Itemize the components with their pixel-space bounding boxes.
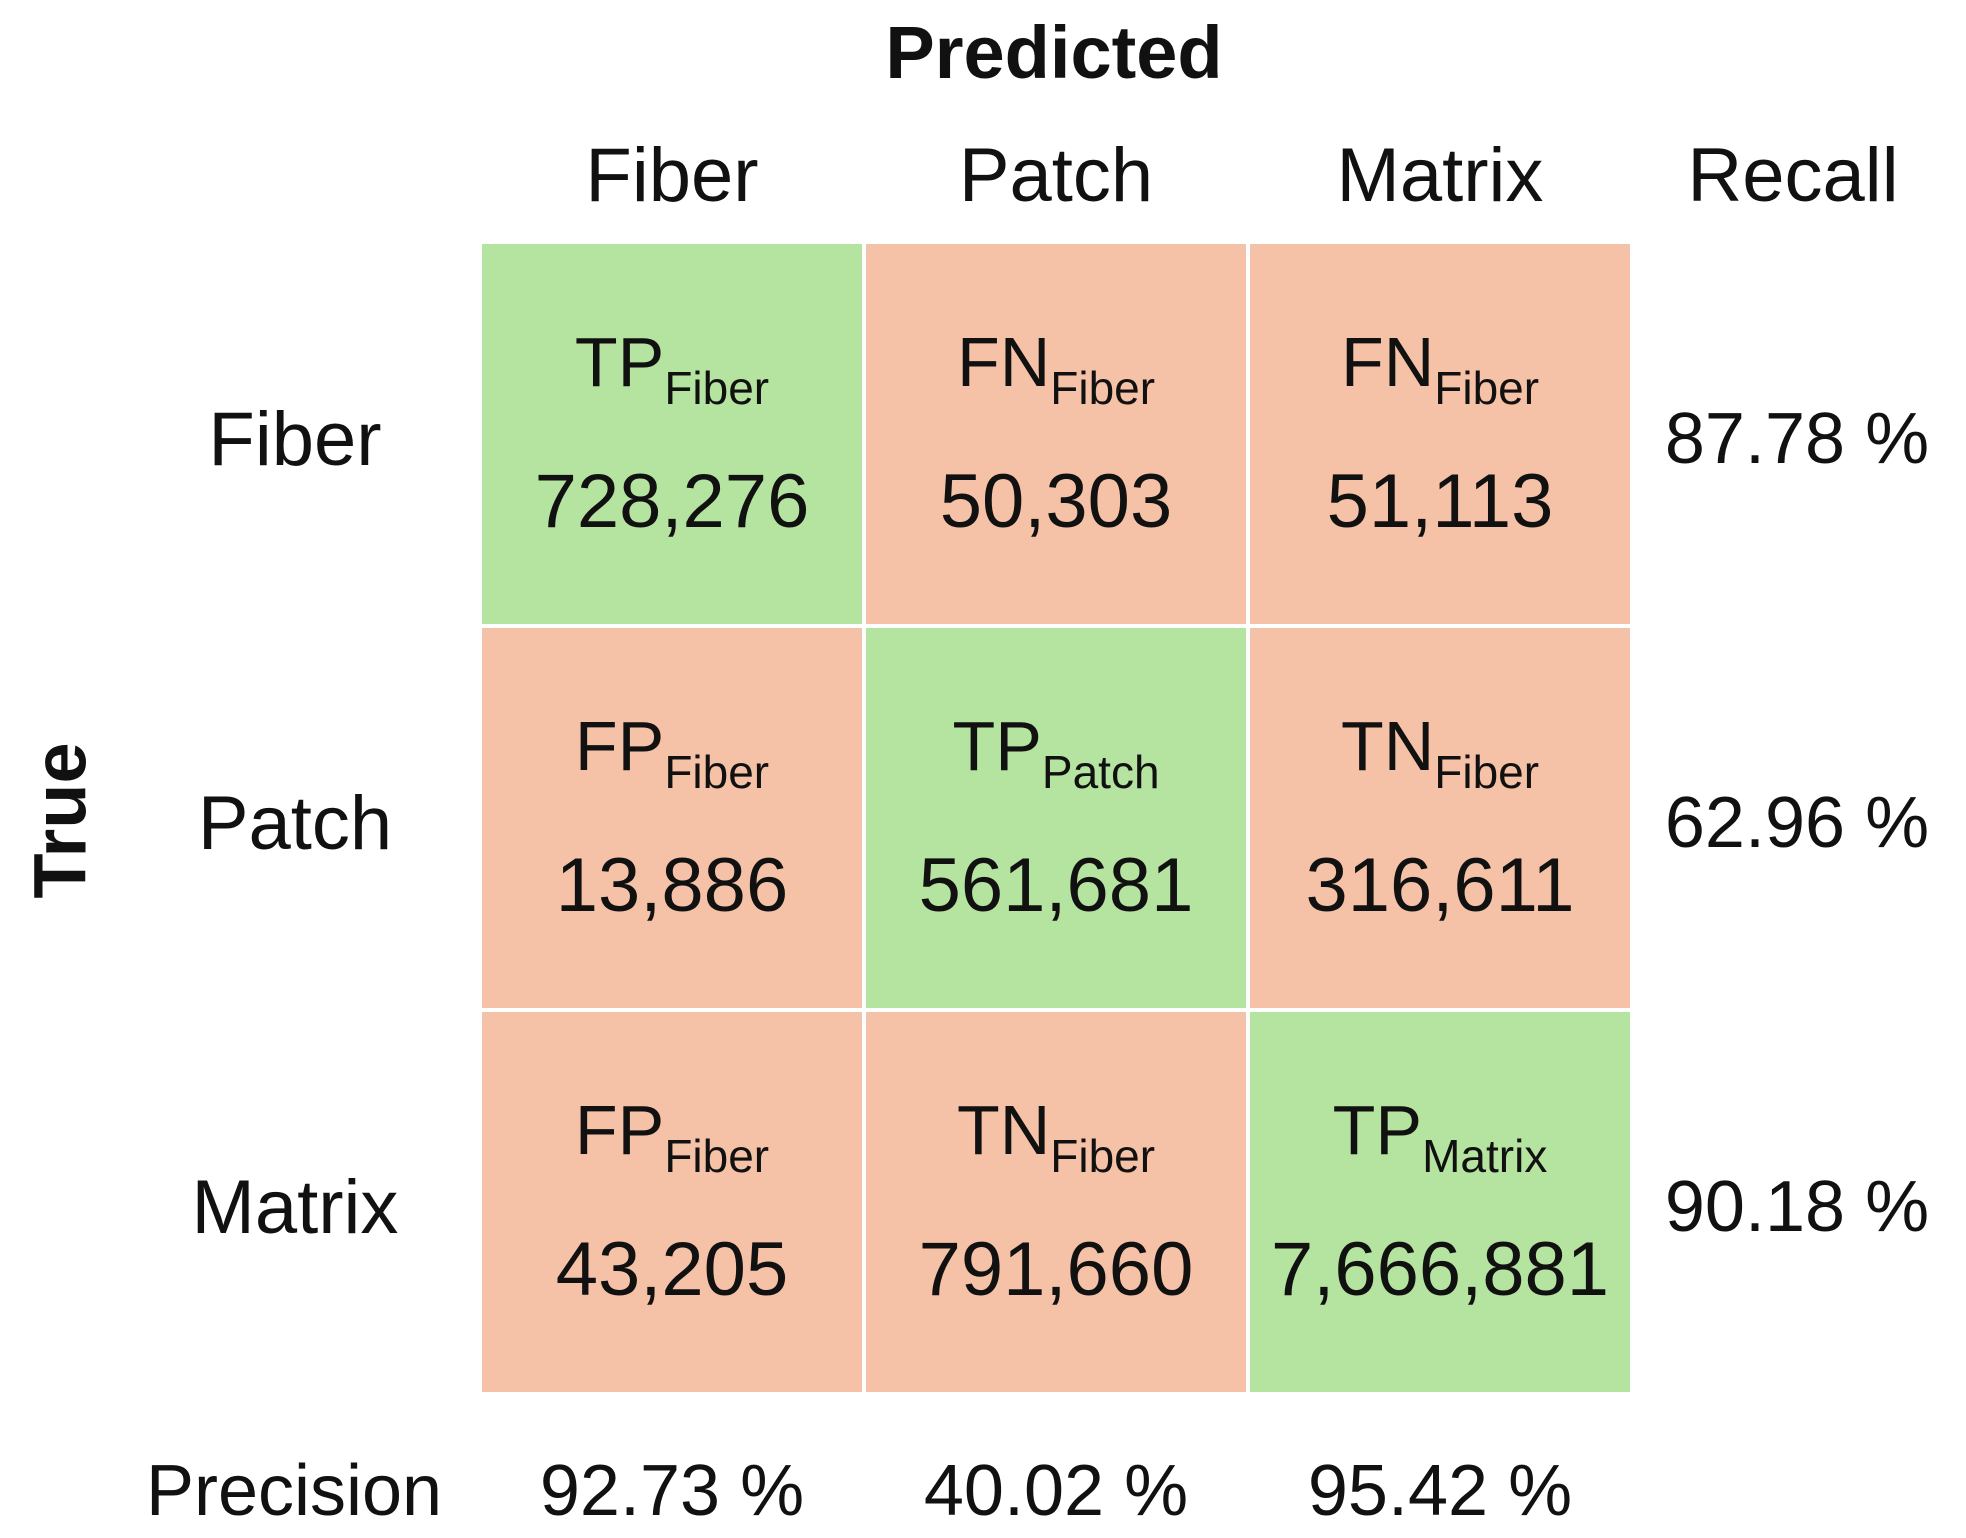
cell-term: TN: [956, 1091, 1051, 1169]
cell-count: 316,611: [1305, 843, 1575, 928]
row-label-fiber: Fiber: [208, 397, 382, 482]
cell-term-label: TPMatrix: [1250, 1090, 1630, 1183]
column-label-fiber: Fiber: [585, 133, 759, 218]
cell-count: 791,660: [918, 1227, 1194, 1312]
cell-count: 50,303: [939, 459, 1173, 544]
cell-count: 43,205: [555, 1227, 789, 1312]
cell-count: 728,276: [534, 459, 810, 544]
cell-term: FP: [574, 707, 665, 785]
recall-value-fiber: 87.78 %: [1664, 399, 1930, 479]
cell-term-label: TNFiber: [866, 1090, 1246, 1183]
matrix-cell: FPFiber 43,205: [482, 1012, 862, 1392]
matrix-cell: TPFiber 728,276: [482, 244, 862, 624]
cell-term: FP: [574, 1091, 665, 1169]
cell-term-label: FPFiber: [482, 706, 862, 799]
precision-value-matrix: 95.42 %: [1307, 1451, 1573, 1531]
matrix-cell: TNFiber 316,611: [1250, 628, 1630, 1008]
row-label-matrix: Matrix: [191, 1165, 399, 1250]
cell-count: 13,886: [555, 843, 789, 928]
cell-term-label: TPPatch: [866, 706, 1246, 799]
cell-count: 51,113: [1326, 459, 1554, 544]
precision-value-patch: 40.02 %: [923, 1451, 1189, 1531]
cell-term-subscript: Fiber: [1434, 362, 1540, 414]
row-label-patch: Patch: [197, 781, 393, 866]
cell-term-subscript: Patch: [1041, 746, 1160, 798]
cell-term: TP: [952, 707, 1042, 785]
recall-value-patch: 62.96 %: [1664, 783, 1930, 863]
cell-term-label: FPFiber: [482, 1090, 862, 1183]
matrix-cell: FNFiber 50,303: [866, 244, 1246, 624]
cell-term-label: TPFiber: [482, 322, 862, 415]
cell-term-subscript: Matrix: [1422, 1130, 1548, 1182]
recall-value-matrix: 90.18 %: [1664, 1167, 1930, 1247]
cell-term-subscript: Fiber: [664, 746, 770, 798]
precision-label: Precision: [145, 1451, 443, 1531]
cell-term: TP: [1332, 1091, 1423, 1169]
cell-term-label: FNFiber: [1250, 322, 1630, 415]
matrix-cell: FPFiber 13,886: [482, 628, 862, 1008]
column-label-matrix: Matrix: [1336, 133, 1544, 218]
cell-term-subscript: Fiber: [664, 362, 770, 414]
cell-term-subscript: Fiber: [1050, 362, 1156, 414]
cell-term-label: TNFiber: [1250, 706, 1630, 799]
cell-term-subscript: Fiber: [1434, 746, 1540, 798]
cell-count: 7,666,881: [1270, 1227, 1610, 1312]
cell-term: TP: [574, 323, 665, 401]
cell-term: FN: [956, 323, 1051, 401]
cell-term-subscript: Fiber: [1050, 1130, 1156, 1182]
matrix-cell: FNFiber 51,113: [1250, 244, 1630, 624]
predicted-axis-title: Predicted: [885, 11, 1223, 94]
precision-value-fiber: 92.73 %: [539, 1451, 805, 1531]
cell-term-label: FNFiber: [866, 322, 1246, 415]
matrix-cell: TNFiber 791,660: [866, 1012, 1246, 1392]
cell-term-subscript: Fiber: [664, 1130, 770, 1182]
cell-term: TN: [1340, 707, 1435, 785]
cell-term: FN: [1340, 323, 1435, 401]
matrix-cell: TPMatrix 7,666,881: [1250, 1012, 1630, 1392]
column-label-patch: Patch: [958, 133, 1154, 218]
matrix-cell: TPPatch 561,681: [866, 628, 1246, 1008]
recall-header: Recall: [1687, 133, 1899, 218]
cell-count: 561,681: [918, 843, 1194, 928]
true-axis-title: True: [18, 742, 102, 899]
